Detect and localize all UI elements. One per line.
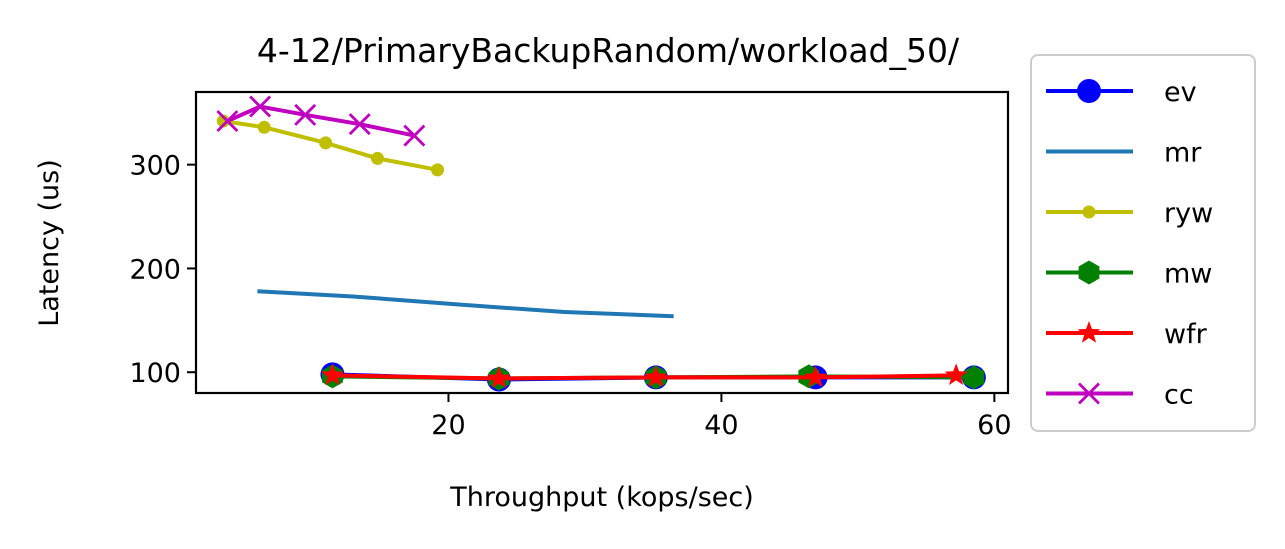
chart-title: 4-12/PrimaryBackupRandom/workload_50/ xyxy=(257,31,960,70)
x-tick-label: 60 xyxy=(977,410,1011,441)
data-point-cc xyxy=(403,124,426,147)
data-point-ryw xyxy=(431,163,445,177)
plot-frame xyxy=(194,90,1010,395)
plot-area xyxy=(194,90,1010,395)
series-ryw xyxy=(216,114,445,177)
x-tick-label: 40 xyxy=(704,410,738,441)
legend-marker-ryw xyxy=(1082,205,1096,219)
y-tick-label: 100 xyxy=(129,358,181,389)
series-line-wfr xyxy=(332,373,957,381)
data-point-mw xyxy=(963,365,985,390)
data-point-cc xyxy=(294,103,317,126)
x-tick-label: 20 xyxy=(431,410,465,441)
legend-marker-cc xyxy=(1078,382,1100,405)
data-point-cc xyxy=(216,110,239,133)
legend-label-ryw: ryw xyxy=(1164,198,1213,229)
data-point-cc xyxy=(249,95,272,118)
legend-item-ryw: ryw xyxy=(1046,198,1213,229)
data-point-ryw xyxy=(257,120,271,134)
series-line-mr xyxy=(257,289,674,319)
legend-frame xyxy=(1030,54,1256,432)
legend-marker-mw xyxy=(1078,260,1100,285)
legend-marker-ev xyxy=(1077,79,1101,103)
legend: ev mr ryw mw wfr cc xyxy=(1030,54,1256,432)
legend-item-ev: ev xyxy=(1046,77,1197,108)
legend-item-mw: mw xyxy=(1046,259,1212,290)
y-axis: 100 200 300 xyxy=(129,151,196,389)
legend-label-ev: ev xyxy=(1164,77,1197,108)
data-point-ryw xyxy=(319,136,333,150)
series-cc xyxy=(216,95,426,147)
data-point-wfr xyxy=(487,366,511,389)
data-point-wfr xyxy=(944,363,968,386)
series-layer xyxy=(216,95,986,392)
x-axis: 20 40 60 xyxy=(431,393,1012,441)
data-point-wfr xyxy=(804,365,827,388)
y-tick-label: 300 xyxy=(129,151,181,182)
data-point-wfr xyxy=(644,365,668,388)
data-point-ryw xyxy=(216,114,230,128)
series-mr xyxy=(257,289,674,319)
legend-label-cc: cc xyxy=(1164,380,1194,411)
series-wfr xyxy=(321,363,968,389)
legend-label-mw: mw xyxy=(1164,259,1212,290)
legend-label-wfr: wfr xyxy=(1164,319,1208,350)
y-axis-label: Latency (us) xyxy=(34,159,65,327)
y-tick-label: 200 xyxy=(129,254,181,285)
legend-marker-wfr xyxy=(1077,321,1101,343)
legend-label-mr: mr xyxy=(1164,138,1202,169)
x-axis-label: Throughput (kops/sec) xyxy=(449,482,754,513)
legend-item-mr: mr xyxy=(1046,138,1202,169)
legend-item-cc: cc xyxy=(1046,380,1194,411)
legend-item-wfr: wfr xyxy=(1046,319,1208,350)
data-point-cc xyxy=(348,113,371,136)
data-point-ryw xyxy=(371,151,385,165)
data-point-wfr xyxy=(321,363,344,386)
